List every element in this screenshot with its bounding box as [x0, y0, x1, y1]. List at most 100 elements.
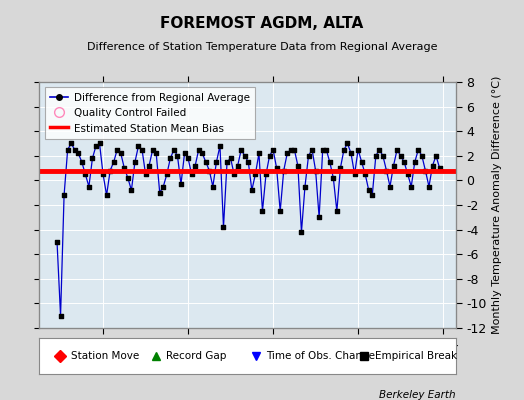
Point: [357, 159, 366, 165]
Point: [343, 140, 352, 147]
Point: [127, 187, 136, 194]
Point: [368, 192, 376, 198]
Point: [322, 146, 331, 153]
Point: [351, 171, 359, 178]
Y-axis label: Monthly Temperature Anomaly Difference (°C): Monthly Temperature Anomaly Difference (…: [492, 76, 502, 334]
Point: [241, 152, 249, 159]
Point: [311, 167, 320, 174]
Point: [325, 159, 334, 165]
Point: [78, 159, 86, 165]
Point: [379, 152, 387, 159]
Point: [223, 159, 231, 165]
Text: Record Gap: Record Gap: [166, 351, 227, 361]
Point: [212, 159, 221, 165]
Point: [383, 167, 391, 174]
Point: [276, 208, 285, 214]
Point: [407, 183, 416, 190]
Point: [234, 162, 242, 169]
Point: [166, 155, 174, 162]
Point: [432, 152, 440, 159]
Point: [209, 183, 217, 190]
Point: [329, 175, 337, 181]
Point: [428, 162, 436, 169]
Point: [60, 192, 68, 198]
Point: [290, 146, 299, 153]
Text: Empirical Break: Empirical Break: [375, 351, 457, 361]
Point: [393, 146, 401, 153]
Point: [347, 150, 355, 156]
Text: Time of Obs. Change: Time of Obs. Change: [266, 351, 375, 361]
Point: [258, 208, 267, 214]
Point: [336, 165, 345, 171]
Point: [265, 152, 274, 159]
Point: [170, 146, 178, 153]
Point: [102, 192, 111, 198]
Point: [372, 152, 380, 159]
Point: [134, 143, 143, 149]
Point: [403, 171, 412, 178]
Point: [418, 152, 426, 159]
Point: [361, 171, 369, 178]
Point: [230, 171, 238, 178]
Point: [63, 146, 72, 153]
Point: [244, 159, 253, 165]
Point: [365, 187, 373, 194]
Point: [269, 146, 277, 153]
Point: [421, 167, 430, 174]
Point: [216, 143, 224, 149]
Point: [279, 167, 288, 174]
Point: [301, 183, 309, 190]
Point: [315, 214, 323, 220]
Point: [400, 159, 408, 165]
Point: [293, 162, 302, 169]
Point: [145, 162, 154, 169]
Point: [308, 146, 316, 153]
Point: [156, 190, 164, 196]
Point: [95, 140, 104, 147]
Point: [177, 181, 185, 187]
Point: [99, 171, 107, 178]
Point: [435, 165, 444, 171]
Point: [188, 171, 196, 178]
Text: Difference of Station Temperature Data from Regional Average: Difference of Station Temperature Data f…: [87, 42, 437, 52]
Point: [237, 146, 245, 153]
Point: [194, 146, 203, 153]
Point: [375, 146, 384, 153]
Point: [173, 152, 182, 159]
Point: [71, 146, 79, 153]
Point: [333, 208, 341, 214]
Point: [272, 165, 281, 171]
Point: [67, 140, 75, 147]
Point: [141, 171, 150, 178]
Point: [159, 183, 168, 190]
Point: [386, 183, 394, 190]
Point: [152, 150, 160, 156]
Point: [162, 171, 171, 178]
Point: [138, 146, 146, 153]
Point: [304, 152, 313, 159]
Point: [148, 146, 157, 153]
Point: [283, 150, 291, 156]
Point: [202, 159, 210, 165]
Point: [191, 162, 199, 169]
Point: [248, 187, 256, 194]
Point: [106, 167, 114, 174]
Point: [81, 171, 90, 178]
Point: [124, 175, 132, 181]
Point: [117, 150, 125, 156]
Point: [113, 146, 122, 153]
Point: [287, 146, 295, 153]
Point: [411, 159, 419, 165]
Point: [397, 152, 405, 159]
Point: [220, 224, 228, 230]
Point: [92, 143, 100, 149]
Point: [297, 229, 305, 235]
Legend: Difference from Regional Average, Quality Control Failed, Estimated Station Mean: Difference from Regional Average, Qualit…: [45, 87, 255, 139]
Point: [88, 155, 96, 162]
Point: [184, 155, 192, 162]
Point: [53, 239, 61, 245]
Point: [180, 150, 189, 156]
Point: [425, 183, 433, 190]
Point: [205, 167, 213, 174]
Point: [255, 150, 263, 156]
